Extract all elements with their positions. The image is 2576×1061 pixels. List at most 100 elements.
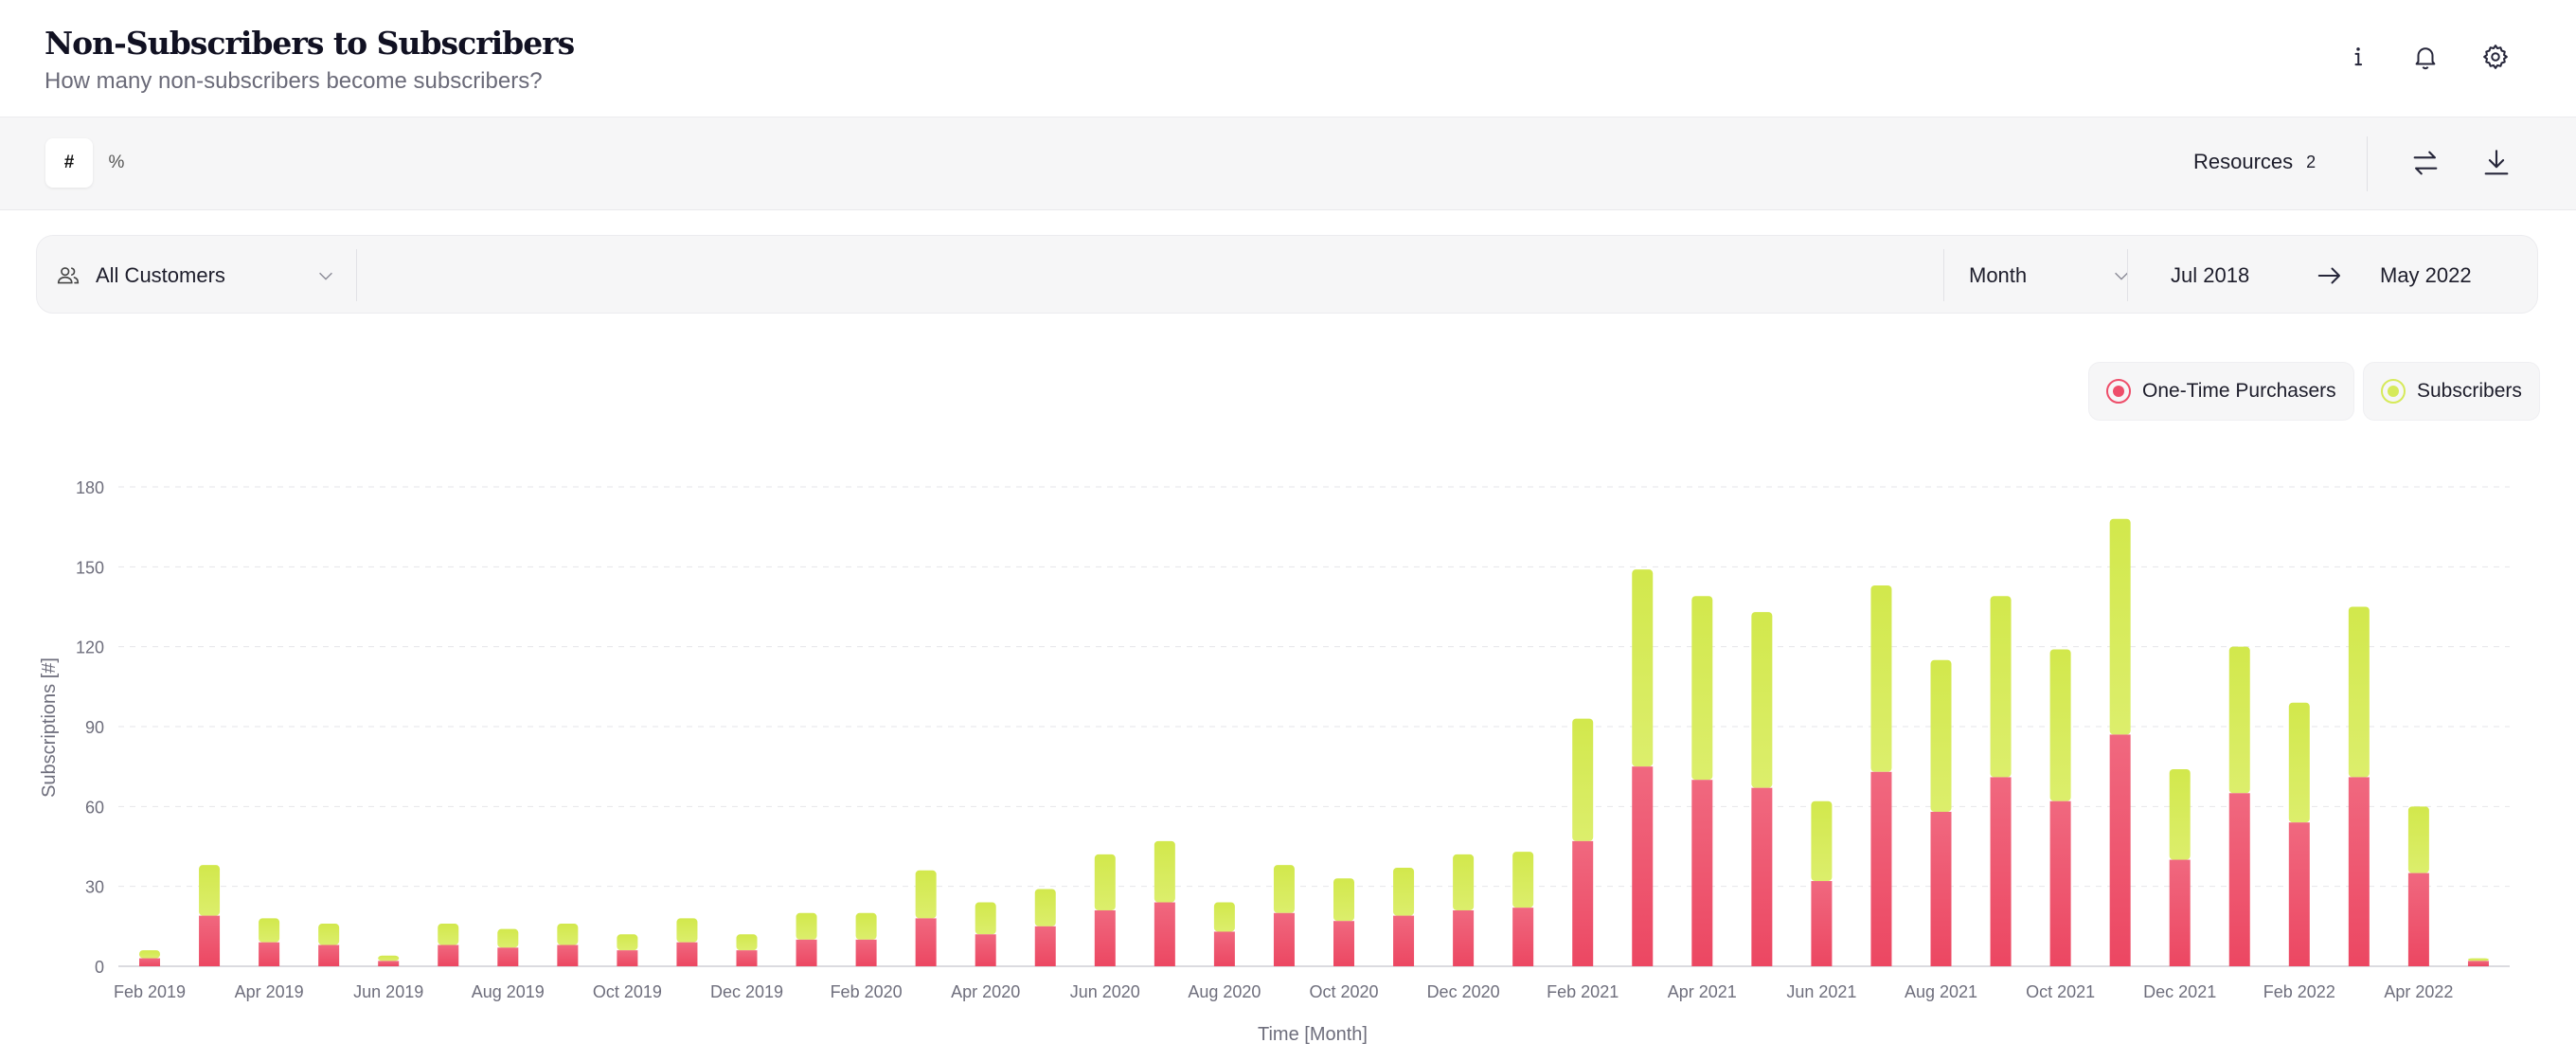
bar-subscribers bbox=[438, 924, 459, 945]
x-tick-label: Aug 2021 bbox=[1905, 982, 1977, 1001]
interval-select-value: Month bbox=[1969, 262, 2028, 287]
bar-subscribers bbox=[1870, 585, 1892, 772]
x-tick-label: Jun 2019 bbox=[353, 982, 423, 1001]
bar-one-time-purchasers bbox=[1273, 912, 1295, 966]
bar-subscribers bbox=[2288, 702, 2310, 823]
bar-one-time-purchasers bbox=[1691, 780, 1713, 966]
bar-one-time-purchasers bbox=[438, 944, 459, 966]
bar-one-time-purchasers bbox=[318, 944, 340, 966]
resources-button[interactable]: Resources 2 bbox=[2193, 150, 2316, 174]
x-tick-label: Aug 2019 bbox=[472, 982, 545, 1001]
resources-count: 2 bbox=[2306, 152, 2317, 171]
bar-subscribers bbox=[2169, 768, 2191, 860]
bar-subscribers bbox=[1691, 596, 1713, 781]
bar-subscribers bbox=[2467, 958, 2489, 962]
bar-subscribers bbox=[1453, 854, 1475, 910]
x-tick-label: Dec 2019 bbox=[710, 982, 783, 1001]
bar-subscribers bbox=[1034, 889, 1056, 926]
bar-one-time-purchasers bbox=[1751, 787, 1773, 966]
legend-label: One-Time Purchasers bbox=[2142, 380, 2336, 402]
y-tick-label: 30 bbox=[85, 878, 104, 897]
y-axis-label: Subscriptions [#] bbox=[39, 657, 60, 798]
bar-one-time-purchasers bbox=[1034, 926, 1056, 966]
segment-select[interactable]: All Customers bbox=[56, 236, 359, 315]
y-tick-label: 0 bbox=[95, 958, 104, 977]
bar-subscribers bbox=[497, 928, 519, 948]
date-from-input[interactable]: Jul 2018 bbox=[2171, 236, 2249, 315]
bar-subscribers bbox=[2109, 518, 2131, 735]
y-tick-label: 120 bbox=[76, 638, 104, 657]
bar-one-time-purchasers bbox=[796, 939, 817, 966]
legend-one-time-purchasers[interactable]: One-Time Purchasers bbox=[2088, 362, 2354, 421]
bar-subscribers bbox=[1273, 865, 1295, 913]
bar-one-time-purchasers bbox=[676, 942, 698, 966]
x-tick-label: Dec 2021 bbox=[2143, 982, 2216, 1001]
toolbar: # % Resources 2 bbox=[0, 117, 2576, 210]
y-tick-label: 60 bbox=[85, 798, 104, 817]
segment-select-value: All Customers bbox=[96, 262, 225, 287]
bar-subscribers bbox=[1811, 800, 1833, 882]
bar-subscribers bbox=[2407, 806, 2429, 873]
y-tick-label: 180 bbox=[76, 478, 104, 497]
date-to-value: May 2022 bbox=[2380, 262, 2472, 287]
bar-subscribers bbox=[1930, 659, 1952, 812]
bar-one-time-purchasers bbox=[736, 950, 758, 966]
x-tick-label: Jun 2020 bbox=[1070, 982, 1140, 1001]
gear-icon[interactable] bbox=[2477, 38, 2514, 76]
y-tick-label: 150 bbox=[76, 558, 104, 577]
bar-one-time-purchasers bbox=[2467, 961, 2489, 966]
bar-one-time-purchasers bbox=[1213, 931, 1235, 966]
info-icon[interactable] bbox=[2339, 38, 2377, 76]
bar-subscribers bbox=[1393, 867, 1415, 916]
swap-arrows-icon[interactable] bbox=[2405, 142, 2446, 184]
bar-subscribers bbox=[318, 924, 340, 945]
bar-subscribers bbox=[2228, 646, 2250, 794]
legend-swatch bbox=[2381, 379, 2406, 404]
bar-subscribers bbox=[1154, 840, 1175, 903]
bar-one-time-purchasers bbox=[1453, 909, 1475, 966]
bar-one-time-purchasers bbox=[2169, 859, 2191, 966]
download-icon[interactable] bbox=[2476, 142, 2517, 184]
date-to-input[interactable]: May 2022 bbox=[2380, 236, 2472, 315]
bar-one-time-purchasers bbox=[557, 944, 579, 966]
percent-toggle-button[interactable]: % bbox=[108, 153, 125, 172]
bar-one-time-purchasers bbox=[855, 939, 877, 966]
bar-one-time-purchasers bbox=[2109, 734, 2131, 966]
bar-subscribers bbox=[1751, 612, 1773, 788]
bar-one-time-purchasers bbox=[915, 918, 937, 966]
bar-subscribers bbox=[1333, 878, 1354, 922]
bar-subscribers bbox=[1512, 852, 1534, 908]
bar-one-time-purchasers bbox=[1094, 909, 1116, 966]
count-toggle-button[interactable]: # bbox=[45, 138, 93, 188]
bar-one-time-purchasers bbox=[617, 950, 638, 966]
bar-one-time-purchasers bbox=[139, 958, 160, 966]
bar-subscribers bbox=[1990, 596, 2012, 778]
bar-one-time-purchasers bbox=[2348, 777, 2370, 966]
interval-select[interactable]: Month bbox=[1969, 236, 2130, 315]
chevron-down-icon bbox=[319, 272, 332, 280]
filter-bar: All Customers Month Jul 2018 May 2022 bbox=[36, 235, 2538, 314]
bar-one-time-purchasers bbox=[1870, 771, 1892, 966]
bar-one-time-purchasers bbox=[199, 915, 221, 966]
bar-one-time-purchasers bbox=[2049, 800, 2071, 966]
bar-one-time-purchasers bbox=[975, 934, 996, 966]
legend-swatch bbox=[2106, 379, 2131, 404]
x-tick-label: Apr 2020 bbox=[951, 982, 1020, 1001]
bar-one-time-purchasers bbox=[2407, 872, 2429, 966]
x-tick-label: Feb 2020 bbox=[831, 982, 903, 1001]
filter-divider bbox=[1943, 249, 1944, 301]
bar-subscribers bbox=[1094, 854, 1116, 910]
y-tick-label: 90 bbox=[85, 718, 104, 737]
page-header: Non-Subscribers to Subscribers How many … bbox=[0, 0, 2576, 117]
bar-subscribers bbox=[2348, 606, 2370, 778]
bar-subscribers bbox=[199, 865, 221, 916]
bar-subscribers bbox=[796, 912, 817, 940]
x-tick-label: Feb 2021 bbox=[1547, 982, 1619, 1001]
bar-subscribers bbox=[1213, 902, 1235, 932]
bar-one-time-purchasers bbox=[1154, 902, 1175, 966]
bar-one-time-purchasers bbox=[1393, 915, 1415, 966]
bell-icon[interactable] bbox=[2406, 38, 2444, 76]
bar-subscribers bbox=[1632, 569, 1654, 767]
bar-one-time-purchasers bbox=[2228, 793, 2250, 966]
legend-subscribers[interactable]: Subscribers bbox=[2363, 362, 2540, 421]
